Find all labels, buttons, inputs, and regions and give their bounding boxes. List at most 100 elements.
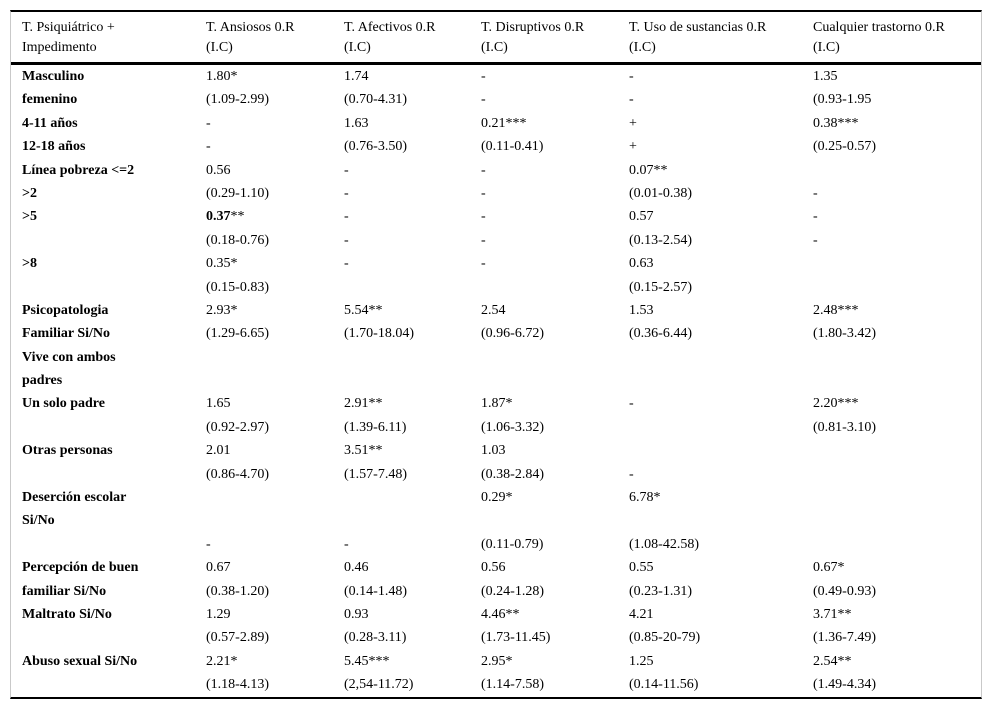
table-cell: (0.70-4.31) — [344, 92, 407, 108]
table-cell: (1.57-7.48) — [344, 466, 407, 482]
table-cell: - — [481, 232, 486, 248]
table-cell: (1.70-18.04) — [344, 326, 414, 342]
table-cell: 1.29 — [206, 606, 231, 622]
table-cell: - — [206, 115, 211, 131]
table-row: >5 0.37** - - 0.57 - — [11, 205, 981, 228]
table-cell: (0.92-2.97) — [206, 419, 269, 435]
table-cell: - — [344, 209, 349, 225]
table-cell: (0.96-6.72) — [481, 326, 544, 342]
row-label: Si/No — [22, 513, 55, 529]
column-header-ansiosos: T. Ansiosos 0.R (I.C) — [206, 18, 344, 58]
row-label: Otras personas — [22, 443, 113, 459]
table-cell: 3.71** — [813, 606, 852, 622]
row-label: Maltrato Si/No — [22, 606, 112, 622]
row-label: Un solo padre — [22, 396, 105, 412]
table-cell: (0.28-3.11) — [344, 630, 407, 646]
table-row: 4-11 años - 1.63 0.21*** +0.38*** — [11, 112, 981, 135]
table-cell: 2.20*** — [813, 396, 859, 412]
table-cell: 2.95* — [481, 653, 513, 669]
column-header-line: Cualquier trastorno 0.R — [813, 20, 945, 35]
table-body: Masculino 1.80* 1.74 - - 1.35 femenino (1.09-2.… — [11, 65, 981, 697]
table-cell: (0.38-2.84) — [481, 466, 544, 482]
table-cell: 2.54** — [813, 653, 852, 669]
table-cell: 0.46 — [344, 560, 369, 576]
table-row: (0.86-4.70) (1.57-7.48) (0.38-2.84) - — [11, 463, 981, 486]
table-cell: 0.07** — [629, 162, 668, 178]
column-header-line: (I.C) — [344, 40, 371, 55]
results-table: T. Psiquiátrico + Impedimento T. Ansioso… — [10, 10, 982, 699]
table-cell: (1.14-7.58) — [481, 677, 544, 693]
table-cell: (1.08-42.58) — [629, 536, 699, 552]
table-row: familiar Si/No (0.38-1.20) (0.14-1.48) (0.2… — [11, 580, 981, 603]
table-cell: - — [629, 466, 634, 482]
table-row: Abuso sexual Si/No 2.21* 5.45*** 2.95* 1.25 2… — [11, 650, 981, 673]
table-cell: 3.51** — [344, 443, 383, 459]
table-cell: 4.46** — [481, 606, 520, 622]
column-header-psiquiatrico: T. Psiquiátrico + Impedimento — [11, 18, 206, 58]
table-cell: 0.67 — [206, 560, 231, 576]
table-cell: - — [629, 69, 634, 84]
table-cell: (0.49-0.93) — [813, 583, 876, 599]
table-row: Percepción de buen 0.67 0.46 0.56 0.55 0.67* — [11, 556, 981, 579]
table-cell: (1.18-4.13) — [206, 677, 269, 693]
table-cell: (1.09-2.99) — [206, 92, 269, 108]
table-cell: 0.63 — [629, 256, 654, 272]
table-cell: 1.74 — [344, 69, 369, 84]
table-cell: - — [481, 69, 486, 84]
column-header-line: T. Uso de sustancias 0.R — [629, 20, 767, 35]
table-cell: - — [629, 396, 634, 412]
table-cell: (0.15-2.57) — [629, 279, 692, 295]
table-row: padres — [11, 369, 981, 392]
table-cell: - — [481, 209, 486, 225]
column-header-line: (I.C) — [481, 40, 508, 55]
row-label: >2 — [22, 185, 37, 201]
table-cell: (0.81-3.10) — [813, 419, 876, 435]
table-row: >2 (0.29-1.10) - - (0.01-0.38) - — [11, 182, 981, 205]
table-cell: (2,54-11.72) — [344, 677, 414, 693]
table-cell: (0.38-1.20) — [206, 583, 269, 599]
table-row: Psicopatologia 2.93* 5.54** 2.54 1.53 2.48*** — [11, 299, 981, 322]
table-cell: (0.57-2.89) — [206, 630, 269, 646]
table-row: Línea pobreza <=2 0.56 - - 0.07** — [11, 159, 981, 182]
table-cell: 1.87* — [481, 396, 513, 412]
table-row: Masculino 1.80* 1.74 - - 1.35 — [11, 65, 981, 88]
table-cell: 1.53 — [629, 302, 654, 318]
row-label: Masculino — [22, 69, 85, 84]
table-cell: 0.56 — [481, 560, 506, 576]
table-row: (0.15-0.83) (0.15-2.57) — [11, 276, 981, 299]
table-cell: - — [481, 256, 486, 272]
table-cell: 0.55 — [629, 560, 654, 576]
table-cell: (0.23-1.31) — [629, 583, 692, 599]
table-cell: 1.63 — [344, 115, 369, 131]
column-header-line: T. Psiquiátrico + — [22, 20, 115, 35]
column-header-line: (I.C) — [206, 40, 233, 55]
table-cell: (1.80-3.42) — [813, 326, 876, 342]
table-row: (0.57-2.89) (0.28-3.11) (1.73-11.45) (0.85-… — [11, 626, 981, 649]
column-header-line: T. Afectivos 0.R — [344, 20, 436, 35]
table-cell: 2.91** — [344, 396, 383, 412]
table-cell: (0.29-1.10) — [206, 185, 269, 201]
table-row: - - (0.11-0.79) (1.08-42.58) — [11, 533, 981, 556]
table-cell: - — [206, 139, 211, 155]
row-label: femenino — [22, 92, 78, 108]
table-row: >8 0.35* - - 0.63 — [11, 252, 981, 275]
table-cell: + — [629, 139, 637, 155]
table-row: (0.92-2.97) (1.39-6.11) (1.06-3.32) (0.81-3… — [11, 416, 981, 439]
table-cell: (0.14-11.56) — [629, 677, 699, 693]
table-cell: (1.73-11.45) — [481, 630, 551, 646]
table-cell: (0.86-4.70) — [206, 466, 269, 482]
row-label: Vive con ambos — [22, 349, 116, 365]
table-row: Otras personas 2.01 3.51** 1.03 — [11, 439, 981, 462]
table-cell: - — [344, 162, 349, 178]
table-cell: (0.01-0.38) — [629, 185, 692, 201]
table-cell: 5.45*** — [344, 653, 390, 669]
table-cell: (0.11-0.41) — [481, 139, 544, 155]
table-row: Un solo padre 1.65 2.91** 1.87* - 2.20*** — [11, 392, 981, 415]
table-cell: (1.29-6.65) — [206, 326, 269, 342]
row-label: familiar Si/No — [22, 583, 107, 599]
table-cell: 2.54 — [481, 302, 506, 318]
table-cell: 0.67* — [813, 560, 845, 576]
table-row: femenino (1.09-2.99) (0.70-4.31) - - (0.93-1.… — [11, 88, 981, 111]
row-label: padres — [22, 373, 63, 389]
